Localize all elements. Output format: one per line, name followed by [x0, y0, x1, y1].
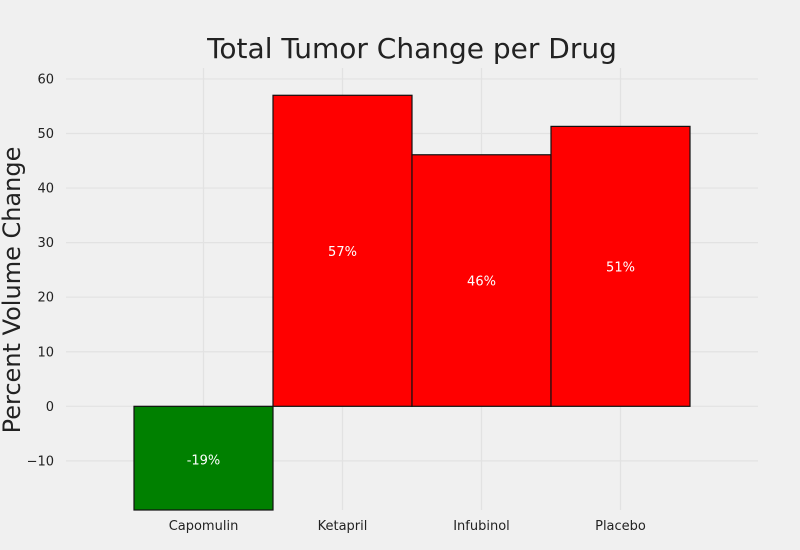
y-axis-label: Percent Volume Change	[0, 147, 26, 434]
y-tick-label: 60	[37, 72, 54, 87]
y-tick-label: 20	[37, 291, 54, 306]
y-tick-labels: −10 0 10 20 30 40 50 60	[27, 72, 54, 469]
y-tick-label: 0	[46, 400, 54, 415]
bar-layer	[133, 94, 691, 511]
bar-placebo	[550, 125, 691, 407]
x-tick-label: Placebo	[595, 519, 646, 534]
data-label-capomulin: -19%	[187, 454, 221, 469]
data-label-placebo: 51%	[606, 260, 635, 275]
x-tick-label: Ketapril	[318, 519, 368, 534]
y-tick-label: 50	[37, 127, 54, 142]
y-tick-label: 10	[37, 345, 54, 360]
y-tick-label: 40	[37, 182, 54, 197]
data-label-ketapril: 57%	[328, 245, 357, 260]
y-tick-label: −10	[27, 454, 54, 469]
bar-infubinol	[411, 154, 552, 407]
bar-ketapril	[272, 94, 413, 407]
label-layer: -19% 57% 46% 51%	[187, 245, 635, 469]
bar-capomulin	[133, 405, 274, 511]
y-tick-label: 30	[37, 236, 54, 251]
x-tick-label: Infubinol	[453, 519, 510, 534]
x-tick-labels: Capomulin Ketapril Infubinol Placebo	[169, 519, 646, 534]
data-label-infubinol: 46%	[467, 275, 496, 290]
chart-title: Total Tumor Change per Drug	[206, 32, 617, 65]
x-tick-label: Capomulin	[169, 519, 239, 534]
